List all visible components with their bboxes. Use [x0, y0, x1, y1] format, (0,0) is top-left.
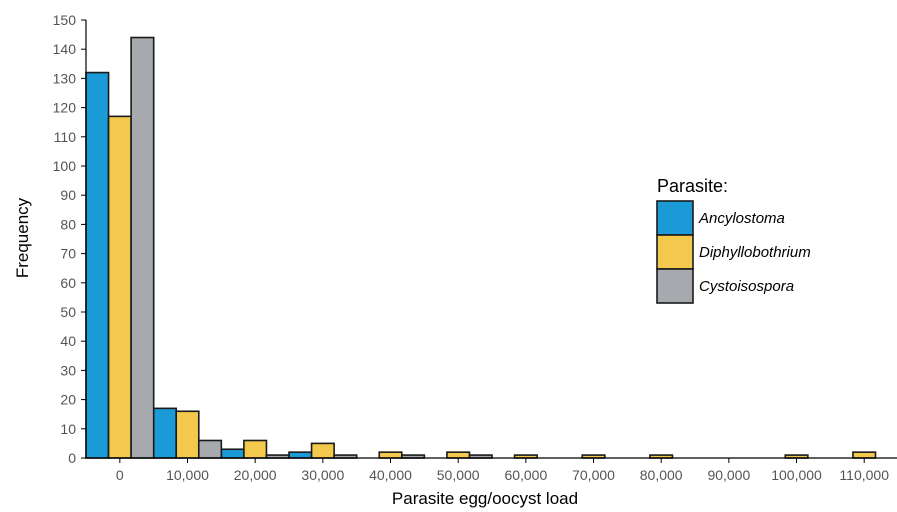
x-tick-label: 60,000: [504, 467, 547, 483]
y-tick-label: 60: [60, 275, 76, 291]
bar-diphyllobothrium-4: [378, 451, 403, 459]
legend-swatch-ancylostoma: [656, 200, 694, 236]
y-tick-label: 140: [53, 41, 77, 57]
bar-cystoisospora-0: [130, 36, 155, 459]
x-tick-label: 70,000: [572, 467, 615, 483]
legend-label-diphyllobothrium: Diphyllobothrium: [699, 244, 811, 261]
bar-ancylostoma-0: [85, 71, 110, 459]
y-tick-label: 50: [60, 304, 76, 320]
y-axis-title: Frequency: [13, 197, 32, 278]
legend-label-ancylostoma: Ancylostoma: [698, 210, 785, 227]
x-axis: 0 10,000 20,000 30,000 40,000 50,000 60,000 70,…: [86, 457, 897, 483]
legend-label-cystoisospora: Cystoisospora: [699, 278, 794, 295]
y-tick-label: 10: [60, 421, 76, 437]
x-tick-label: 90,000: [707, 467, 750, 483]
y-tick-label: 100: [53, 158, 77, 174]
y-tick-label: 40: [60, 333, 76, 349]
bar-ancylostoma-1: [152, 407, 178, 459]
bar-diphyllobothrium-5: [446, 451, 471, 459]
bar-ancylostoma-2: [220, 448, 245, 459]
bar-diphyllobothrium-3: [310, 442, 335, 459]
legend-swatch-cystoisospora: [656, 268, 694, 304]
x-tick-label: 30,000: [301, 467, 344, 483]
y-tick-label: 130: [53, 70, 77, 86]
y-tick-label: 70: [60, 246, 76, 262]
x-tick-label: 0: [116, 467, 124, 483]
bar-cystoisospora-1: [197, 439, 223, 459]
bar-diphyllobothrium-1: [175, 410, 200, 459]
y-tick-label: 110: [54, 129, 77, 145]
bar-diphyllobothrium-11: [852, 451, 877, 459]
y-axis: 0 10 20 30 40 50 60 70 80 90 100 110 120 130 140 150: [53, 12, 87, 466]
y-tick-label: 150: [53, 12, 77, 28]
legend: Parasite: Ancylostoma Diphyllobothrium Cys…: [656, 176, 811, 304]
x-tick-label: 80,000: [640, 467, 683, 483]
bar-diphyllobothrium-0: [107, 115, 132, 459]
legend-swatch-diphyllobothrium: [656, 234, 694, 270]
y-tick-label: 80: [60, 216, 76, 232]
x-tick-label: 50,000: [437, 467, 480, 483]
bar-ancylostoma-3: [288, 451, 313, 459]
x-tick-label: 10,000: [166, 467, 209, 483]
x-tick-label: 20,000: [234, 467, 277, 483]
y-tick-label: 90: [60, 187, 76, 203]
legend-title: Parasite:: [657, 176, 728, 196]
x-tick-label: 100,000: [771, 467, 822, 483]
x-tick-label: 110,000: [839, 467, 889, 483]
y-tick-label: 0: [68, 450, 76, 466]
y-tick-label: 120: [53, 100, 77, 116]
bar-diphyllobothrium-2: [243, 439, 268, 459]
y-tick-label: 30: [60, 362, 76, 378]
x-axis-title: Parasite egg/oocyst load: [392, 489, 578, 508]
y-tick-label: 20: [60, 392, 76, 408]
x-tick-label: 40,000: [369, 467, 412, 483]
